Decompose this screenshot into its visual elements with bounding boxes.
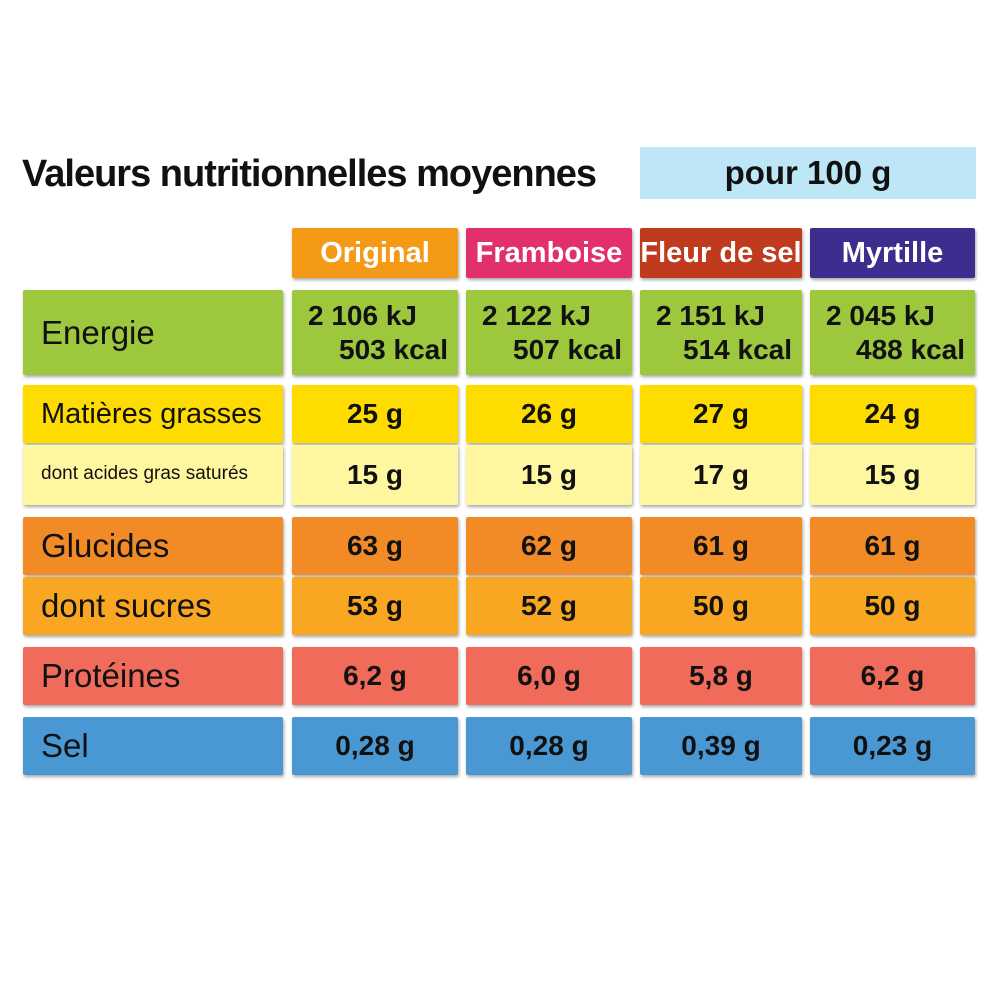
acides-gras-satures-value-fleur-de-sel: 17 g — [640, 445, 802, 505]
row-label-glucides: Glucides — [23, 517, 283, 575]
proteines-value-fleur-de-sel: 5,8 g — [640, 647, 802, 705]
energie-kj: 2 122 kJ — [482, 299, 591, 331]
energie-value-framboise: 2 122 kJ 507 kcal — [466, 290, 632, 375]
per-unit-label: pour 100 g — [640, 147, 976, 199]
energie-kcal: 514 kcal — [683, 333, 792, 365]
sel-value-original: 0,28 g — [292, 717, 458, 775]
glucides-value-fleur-de-sel: 61 g — [640, 517, 802, 575]
sel-value-framboise: 0,28 g — [466, 717, 632, 775]
glucides-value-framboise: 62 g — [466, 517, 632, 575]
sucres-value-framboise: 52 g — [466, 577, 632, 635]
proteines-value-framboise: 6,0 g — [466, 647, 632, 705]
energie-kj: 2 151 kJ — [656, 299, 765, 331]
proteines-value-original: 6,2 g — [292, 647, 458, 705]
energie-value-fleur-de-sel: 2 151 kJ 514 kcal — [640, 290, 802, 375]
sel-value-myrtille: 0,23 g — [810, 717, 975, 775]
energie-value-myrtille: 2 045 kJ 488 kcal — [810, 290, 975, 375]
proteines-value-myrtille: 6,2 g — [810, 647, 975, 705]
row-label-sucres: dont sucres — [23, 577, 283, 635]
energie-kcal: 503 kcal — [339, 333, 448, 365]
column-header-original: Original — [292, 228, 458, 278]
acides-gras-satures-value-original: 15 g — [292, 445, 458, 505]
table-title: Valeurs nutritionnelles moyennes — [22, 153, 597, 195]
glucides-value-myrtille: 61 g — [810, 517, 975, 575]
matieres-grasses-value-framboise: 26 g — [466, 385, 632, 443]
column-header-myrtille: Myrtille — [810, 228, 975, 278]
acides-gras-satures-value-framboise: 15 g — [466, 445, 632, 505]
column-header-framboise: Framboise — [466, 228, 632, 278]
row-label-proteines: Protéines — [23, 647, 283, 705]
row-label-acides-gras-satures: dont acides gras saturés — [23, 445, 283, 505]
energie-kj: 2 106 kJ — [308, 299, 417, 331]
matieres-grasses-value-original: 25 g — [292, 385, 458, 443]
sucres-value-myrtille: 50 g — [810, 577, 975, 635]
matieres-grasses-value-myrtille: 24 g — [810, 385, 975, 443]
matieres-grasses-value-fleur-de-sel: 27 g — [640, 385, 802, 443]
sucres-value-original: 53 g — [292, 577, 458, 635]
sucres-value-fleur-de-sel: 50 g — [640, 577, 802, 635]
acides-gras-satures-value-myrtille: 15 g — [810, 445, 975, 505]
glucides-value-original: 63 g — [292, 517, 458, 575]
energie-kcal: 507 kcal — [513, 333, 622, 365]
sel-value-fleur-de-sel: 0,39 g — [640, 717, 802, 775]
row-label-matieres-grasses: Matières grasses — [23, 385, 283, 443]
row-label-sel: Sel — [23, 717, 283, 775]
energie-kj: 2 045 kJ — [826, 299, 935, 331]
energie-value-original: 2 106 kJ 503 kcal — [292, 290, 458, 375]
row-label-energie: Energie — [23, 290, 283, 375]
energie-kcal: 488 kcal — [856, 333, 965, 365]
column-header-fleur-de-sel: Fleur de sel — [640, 228, 802, 278]
